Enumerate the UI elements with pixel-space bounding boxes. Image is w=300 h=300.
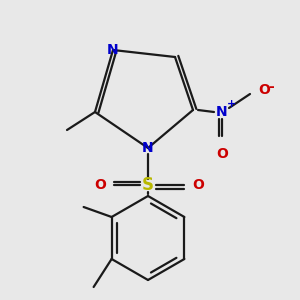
- Text: N: N: [216, 105, 228, 119]
- Text: N: N: [142, 141, 154, 155]
- Text: N: N: [107, 43, 119, 57]
- Text: +: +: [226, 99, 236, 109]
- Text: -: -: [268, 80, 274, 94]
- Text: O: O: [94, 178, 106, 192]
- Text: O: O: [258, 83, 270, 97]
- Text: S: S: [142, 176, 154, 194]
- Text: O: O: [216, 147, 228, 161]
- Text: O: O: [192, 178, 204, 192]
